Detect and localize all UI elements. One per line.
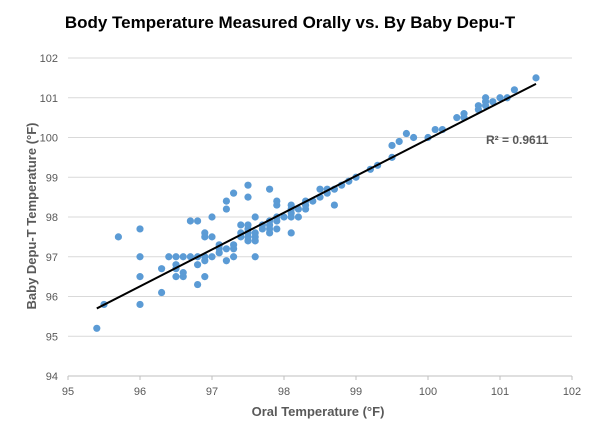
data-point-82 [316,185,324,193]
data-point-3 [136,300,144,309]
data-point-37 [222,197,230,205]
r-squared-label: R² = 0.9611 [486,133,549,147]
data-point-35 [222,245,230,253]
data-point-5 [136,253,144,261]
data-point-10 [172,273,180,281]
x-tick-label-5: 100 [419,386,437,398]
data-point-6 [136,225,144,233]
data-point-94 [395,137,403,146]
data-point-93 [388,141,396,150]
gridlines [68,57,572,377]
data-point-74 [287,201,295,209]
data-point-23 [201,273,209,281]
data-point-9 [165,253,173,261]
trendline [96,82,537,310]
data-point-107 [482,94,490,102]
data-point-27 [201,229,209,237]
data-point-22 [194,217,202,225]
y-tick-label-3: 97 [46,252,58,264]
data-point-41 [230,189,238,197]
data-point-112 [532,74,540,82]
y-tick-label-1: 95 [46,331,58,343]
data-point-0 [93,324,101,332]
data-point-108 [489,98,497,106]
data-point-13 [172,253,180,261]
y-tick-label-7: 101 [40,93,58,105]
data-points [93,74,540,332]
trendline-group [96,82,537,310]
data-point-8 [158,265,166,273]
data-point-55 [251,229,259,237]
y-axis-title: Baby Depu-T Temperature (°F) [24,123,39,310]
x-tick-label-4: 99 [350,386,362,398]
x-axis-ticks: 95 96 97 98 99 100 101 102 [62,376,581,398]
data-point-2 [114,233,122,241]
data-point-38 [230,253,238,261]
data-point-15 [179,269,187,277]
data-point-44 [237,221,245,229]
data-point-34 [222,257,230,265]
data-point-68 [273,197,281,205]
y-tick-label-8: 102 [40,53,58,65]
data-point-16 [179,253,187,261]
data-point-85 [330,201,338,209]
data-point-109 [496,94,504,102]
data-point-51 [244,181,252,189]
y-tick-label-2: 96 [46,292,58,304]
data-point-63 [266,185,274,193]
data-point-69 [280,213,288,221]
data-point-100 [453,114,461,122]
x-tick-label-1: 96 [134,386,146,398]
data-point-49 [244,221,252,229]
x-tick-label-2: 97 [206,386,218,398]
data-point-104 [474,102,482,110]
data-point-75 [294,213,302,221]
y-tick-label-4: 98 [46,212,58,224]
data-point-19 [194,280,202,289]
data-point-111 [510,86,518,94]
data-point-20 [194,261,202,269]
data-point-50 [244,193,252,201]
x-tick-label-6: 101 [491,386,509,398]
x-tick-label-3: 98 [278,386,290,398]
data-point-29 [208,233,216,241]
x-tick-label-0: 95 [62,386,74,398]
data-point-102 [460,110,468,118]
y-tick-label-5: 99 [46,172,58,184]
y-tick-label-6: 100 [40,133,58,145]
data-point-96 [410,133,418,142]
data-point-7 [158,288,166,297]
chart-title: Body Temperature Measured Orally vs. By … [65,13,516,32]
y-axis-ticks: 94 95 96 97 98 99 100 101 102 [40,53,58,383]
data-point-4 [136,273,144,281]
data-point-52 [251,253,259,261]
data-point-98 [431,125,439,134]
y-tick-label-0: 94 [46,371,58,383]
data-point-64 [273,225,281,233]
data-point-28 [208,253,216,261]
data-point-18 [186,217,194,225]
data-point-40 [230,241,238,249]
data-point-30 [208,213,216,221]
x-axis-title: Oral Temperature (°F) [252,404,385,419]
x-tick-label-7: 102 [563,386,581,398]
data-point-95 [402,129,410,138]
data-point-70 [287,229,295,237]
data-point-56 [251,213,259,221]
data-point-36 [222,205,230,213]
